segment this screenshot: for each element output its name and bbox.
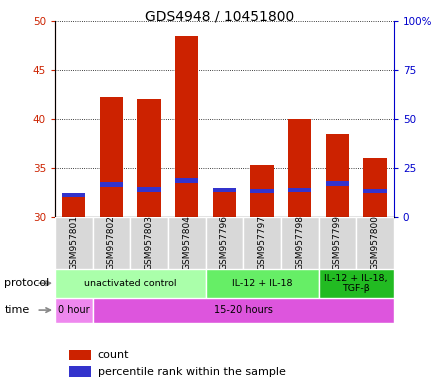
Text: GSM957796: GSM957796 bbox=[220, 215, 229, 270]
Text: 0 hour: 0 hour bbox=[58, 305, 90, 315]
Bar bbox=[250, 189, 274, 194]
Bar bbox=[93, 298, 394, 323]
Bar bbox=[281, 217, 319, 269]
Bar bbox=[62, 195, 85, 217]
Bar bbox=[62, 193, 85, 197]
Bar bbox=[288, 188, 312, 192]
Bar bbox=[137, 99, 161, 217]
Text: GSM957804: GSM957804 bbox=[182, 215, 191, 270]
Bar bbox=[55, 269, 205, 298]
Bar bbox=[55, 298, 93, 323]
Bar bbox=[130, 217, 168, 269]
Bar bbox=[100, 98, 123, 217]
Text: GSM957797: GSM957797 bbox=[257, 215, 267, 270]
Text: 15-20 hours: 15-20 hours bbox=[214, 305, 273, 315]
Bar bbox=[55, 217, 93, 269]
Bar bbox=[205, 269, 319, 298]
Text: count: count bbox=[98, 350, 129, 360]
Bar bbox=[213, 188, 236, 192]
Text: GSM957803: GSM957803 bbox=[145, 215, 154, 270]
Text: protocol: protocol bbox=[4, 278, 50, 288]
Text: unactivated control: unactivated control bbox=[84, 279, 176, 288]
Bar bbox=[363, 158, 387, 217]
Text: GSM957799: GSM957799 bbox=[333, 215, 342, 270]
Bar bbox=[288, 119, 312, 217]
Bar bbox=[326, 134, 349, 217]
Text: GSM957801: GSM957801 bbox=[70, 215, 78, 270]
Bar bbox=[100, 182, 123, 187]
Bar bbox=[363, 189, 387, 194]
Bar bbox=[319, 269, 394, 298]
Bar bbox=[137, 187, 161, 192]
Bar bbox=[356, 217, 394, 269]
Bar bbox=[319, 217, 356, 269]
Bar bbox=[243, 217, 281, 269]
Text: GDS4948 / 10451800: GDS4948 / 10451800 bbox=[145, 10, 295, 23]
Text: IL-12 + IL-18: IL-12 + IL-18 bbox=[232, 279, 292, 288]
Bar bbox=[175, 36, 198, 217]
Bar bbox=[326, 181, 349, 185]
Text: percentile rank within the sample: percentile rank within the sample bbox=[98, 366, 286, 377]
Bar bbox=[175, 178, 198, 183]
Text: IL-12 + IL-18,
TGF-β: IL-12 + IL-18, TGF-β bbox=[324, 273, 388, 293]
Bar bbox=[93, 217, 130, 269]
Text: GSM957798: GSM957798 bbox=[295, 215, 304, 270]
Bar bbox=[213, 188, 236, 217]
Bar bbox=[69, 350, 91, 360]
Text: GSM957800: GSM957800 bbox=[370, 215, 379, 270]
Text: GSM957802: GSM957802 bbox=[107, 215, 116, 270]
Bar bbox=[69, 366, 91, 377]
Bar bbox=[168, 217, 205, 269]
Bar bbox=[205, 217, 243, 269]
Bar bbox=[250, 165, 274, 217]
Text: time: time bbox=[4, 305, 29, 315]
